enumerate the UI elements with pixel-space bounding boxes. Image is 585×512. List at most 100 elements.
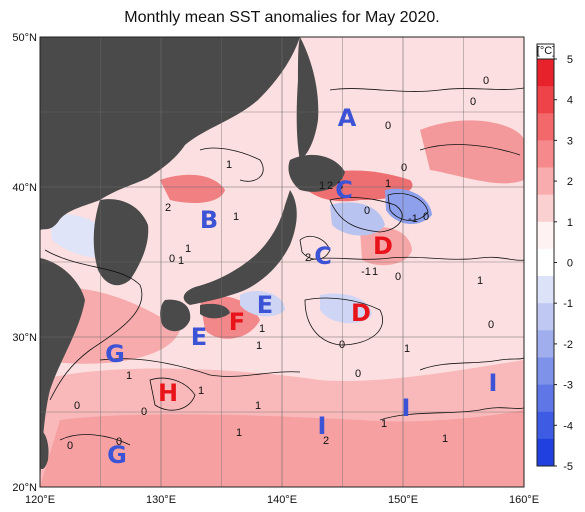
contour-value-label: 1 bbox=[185, 243, 191, 255]
colorbar-swatch bbox=[537, 221, 554, 250]
region-label-g: G bbox=[105, 340, 125, 368]
cool-patch-north-d bbox=[330, 202, 385, 236]
colorbar-swatch bbox=[537, 86, 554, 114]
colorbar: [°C] 5 4 3 2 1 0 -1 -2 -3 -4 -5 bbox=[536, 43, 573, 473]
contour-line bbox=[59, 434, 131, 446]
contour-value-label: 0 bbox=[169, 253, 175, 265]
contour-value-label: 2 bbox=[165, 202, 171, 214]
land-sakhalin bbox=[296, 37, 319, 160]
colorbar-swatches bbox=[536, 43, 555, 467]
region-label-h: H bbox=[158, 379, 178, 407]
lon-tick-label: 130°E bbox=[146, 494, 176, 506]
colorbar-swatch bbox=[537, 438, 554, 467]
colorbar-swatch bbox=[537, 113, 554, 141]
colorbar-unit-box bbox=[536, 43, 555, 60]
colorbar-swatch bbox=[537, 167, 554, 196]
contour-line bbox=[199, 147, 264, 182]
colorbar-swatch bbox=[537, 357, 554, 386]
region-label-a: A bbox=[338, 104, 357, 132]
colorbar-swatch bbox=[537, 411, 554, 440]
cool-patch-e bbox=[240, 290, 285, 317]
land-kyushu bbox=[160, 299, 191, 332]
contour-value-label: -1 bbox=[408, 213, 418, 225]
region-label-g: G bbox=[107, 441, 127, 469]
contour-value-label: 0 bbox=[364, 205, 370, 217]
contour-value-label: -1 bbox=[361, 266, 371, 278]
region-label-f: F bbox=[229, 308, 245, 336]
contour-value-label: 2 bbox=[323, 435, 329, 447]
contour-value-label: 2 bbox=[305, 252, 311, 264]
region-label-d: D bbox=[351, 299, 371, 327]
contour-value-label: 0 bbox=[74, 400, 80, 412]
contour-value-label: 0 bbox=[470, 96, 476, 108]
warm-patch-d bbox=[360, 226, 412, 266]
contour-value-label: 1 bbox=[226, 159, 232, 171]
contour-line bbox=[379, 407, 524, 421]
land-asia-mainland bbox=[40, 37, 300, 230]
contour-line bbox=[329, 87, 524, 92]
contour-value-label: 1 bbox=[256, 340, 262, 352]
contour-value-label: 1 bbox=[126, 370, 132, 382]
region-label-i: I bbox=[489, 369, 498, 397]
contour-value-label: 0 bbox=[385, 120, 391, 132]
region-label-c: C bbox=[314, 242, 332, 270]
contour-value-label: 0 bbox=[141, 406, 147, 418]
contour-line bbox=[44, 249, 143, 401]
colorbar-tick-label: -2 bbox=[563, 339, 573, 351]
lon-tick-label: 150°E bbox=[388, 494, 418, 506]
plot-frame bbox=[39, 36, 525, 488]
colorbar-tick-label: 0 bbox=[567, 258, 573, 270]
lat-tick-label: 20°N bbox=[12, 482, 37, 494]
contour-value-label: 0 bbox=[355, 368, 361, 380]
contour-value-label: 0 bbox=[401, 162, 407, 174]
land-china-coast bbox=[40, 258, 85, 487]
land-korean-peninsula bbox=[93, 199, 149, 286]
colorbar-swatch bbox=[537, 303, 554, 331]
cool-patch-kuril bbox=[385, 188, 432, 225]
map-title: Monthly mean SST anomalies for May 2020. bbox=[124, 9, 440, 26]
contour-value-label: 0 bbox=[488, 319, 494, 331]
contour-value-label: 1 bbox=[381, 418, 387, 430]
contour-value-label: 1 bbox=[477, 275, 483, 287]
land-hokkaido bbox=[288, 154, 345, 192]
contour-value-label: 1 bbox=[178, 255, 184, 267]
contour-value-label: 3 bbox=[337, 180, 343, 192]
contour-value-label: 2 bbox=[327, 180, 333, 192]
contour-value-label: 1 bbox=[233, 211, 239, 223]
region-label-i: I bbox=[402, 394, 411, 422]
lat-tick-label: 30°N bbox=[12, 332, 37, 344]
land-taiwan bbox=[40, 430, 49, 470]
warm-patch-japan-sea bbox=[160, 174, 225, 203]
contour-line bbox=[387, 193, 429, 221]
colorbar-tick-label: 4 bbox=[567, 95, 573, 107]
land-shikoku bbox=[200, 303, 230, 319]
region-label-c: C bbox=[335, 176, 353, 204]
contour-value-label: 1 bbox=[319, 180, 325, 192]
contour-value-label: 1 bbox=[385, 178, 391, 190]
contour-line bbox=[309, 256, 524, 261]
contour-value-label: 1 bbox=[236, 427, 242, 439]
colorbar-tick-label: 1 bbox=[567, 217, 573, 229]
colorbar-tick-label: -5 bbox=[563, 461, 573, 473]
contour-value-label: 1 bbox=[255, 400, 261, 412]
contour-value-label: 0 bbox=[67, 440, 73, 452]
contour-line bbox=[329, 197, 403, 233]
cool-patch-offshore bbox=[320, 293, 372, 324]
colorbar-swatch bbox=[537, 140, 554, 169]
lat-tick-label: 40°N bbox=[12, 182, 37, 194]
lon-tick-label: 140°E bbox=[267, 494, 297, 506]
contour-value-label: 1 bbox=[404, 343, 410, 355]
contour-value-label: 0 bbox=[395, 271, 401, 283]
colorbar-tick-label: -4 bbox=[563, 420, 573, 432]
contour-value-label: 1 bbox=[372, 266, 378, 278]
region-label-e: E bbox=[257, 291, 273, 319]
contour-line bbox=[299, 236, 331, 260]
colorbar-swatch bbox=[537, 194, 554, 223]
contour-value-label: 1 bbox=[442, 433, 448, 445]
contour-value-label: 0 bbox=[339, 339, 345, 351]
contour-line bbox=[419, 357, 524, 371]
colorbar-swatch bbox=[537, 330, 554, 358]
